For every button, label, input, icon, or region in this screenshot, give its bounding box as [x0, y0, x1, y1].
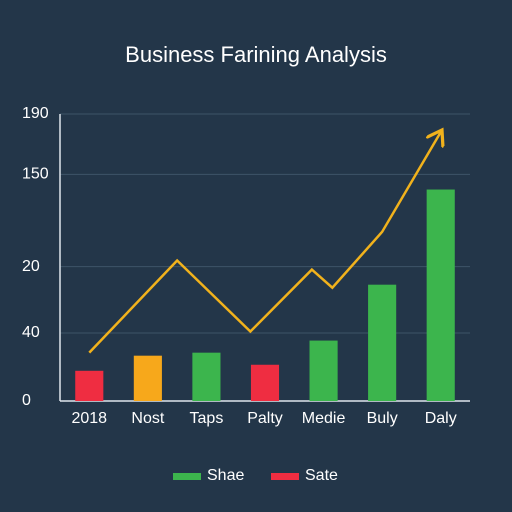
y-tick-label: 20 — [22, 258, 40, 275]
y-tick-label: 0 — [22, 392, 31, 409]
x-tick-label: Daly — [425, 410, 457, 427]
legend-label: Shae — [207, 467, 244, 484]
bar — [250, 364, 280, 401]
bar — [426, 189, 455, 401]
bar — [75, 370, 104, 401]
y-tick-label: 190 — [22, 105, 49, 122]
legend-swatch — [271, 473, 299, 480]
legend-swatch — [173, 473, 201, 480]
x-tick-label: Buly — [367, 410, 398, 427]
bar — [309, 340, 338, 401]
chart-title: Business Farining Analysis — [125, 42, 387, 67]
bar — [192, 352, 221, 401]
x-tick-label: Taps — [190, 410, 224, 427]
x-tick-label: Nost — [131, 410, 164, 427]
bar — [368, 284, 397, 401]
trend-line — [88, 132, 440, 354]
y-tick-label: 150 — [22, 166, 49, 183]
x-tick-label: 2018 — [71, 410, 107, 427]
bar — [133, 355, 162, 401]
legend-label: Sate — [305, 467, 338, 484]
x-tick-label: Medie — [302, 410, 346, 427]
y-tick-label: 40 — [22, 324, 40, 341]
x-tick-label: Palty — [247, 410, 283, 427]
